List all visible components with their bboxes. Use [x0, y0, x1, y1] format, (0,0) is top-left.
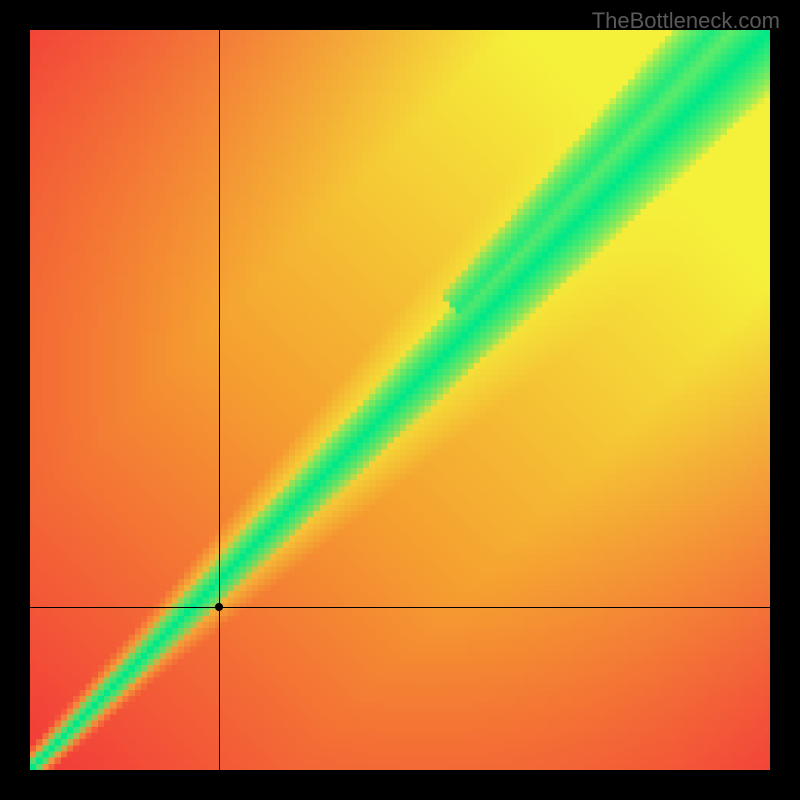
- plot-area: [30, 30, 770, 770]
- chart-container: TheBottleneck.com: [0, 0, 800, 800]
- crosshair-marker: [215, 603, 223, 611]
- crosshair-horizontal: [30, 607, 770, 608]
- crosshair-vertical: [219, 30, 220, 770]
- heatmap-canvas: [30, 30, 770, 770]
- watermark-text: TheBottleneck.com: [592, 8, 780, 34]
